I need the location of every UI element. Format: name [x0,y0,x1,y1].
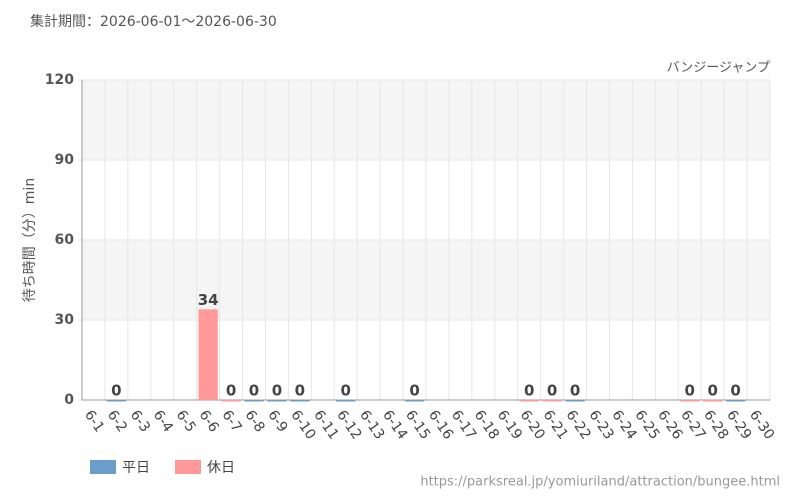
x-tick-label: 6-26 [654,407,685,442]
y-axis-label: 待ち時間（分）min [22,178,38,302]
bar [565,400,585,402]
x-tick-label: 6-9 [264,407,290,435]
bar [542,400,562,402]
x-tick-label: 6-8 [241,407,267,435]
bar [336,400,356,402]
bar [221,400,241,402]
data-label: 0 [685,382,695,400]
bar [267,400,287,402]
x-tick-label: 6-13 [356,407,387,442]
bar [703,400,723,402]
data-label: 0 [341,382,351,400]
data-label: 0 [547,382,557,400]
y-tick-label: 0 [64,392,74,408]
x-tick-label: 6-5 [173,407,199,435]
x-tick-label: 6-24 [608,407,639,442]
bar [290,400,310,402]
x-tick-label: 6-15 [402,407,433,442]
x-tick-label: 6-16 [425,407,456,442]
x-tick-label: 6-14 [379,407,410,442]
data-label: 0 [226,382,236,400]
chart-subtitle: バンジージャンプ [667,61,770,76]
legend-label: 平日 [122,460,150,476]
x-tick-label: 6-22 [563,407,594,442]
x-tick-label: 6-11 [310,407,341,442]
chart-title: 集計期間：2026-06-01～2026-06-30 [30,13,277,30]
legend-swatch [90,460,116,474]
bar [725,400,746,402]
x-tick-label: 6-18 [471,407,502,442]
x-tick-label: 6-1 [81,407,107,435]
data-label: 0 [730,382,740,400]
x-tick-label: 6-19 [494,407,525,442]
legend-label: 休日 [207,460,235,476]
bar [404,400,425,402]
x-tick-label: 6-23 [585,407,616,442]
x-tick-label: 6-3 [127,407,153,435]
bar [106,400,127,402]
data-label: 0 [272,382,282,400]
x-tick-label: 6-4 [150,407,176,435]
bar [198,309,218,400]
data-label: 0 [570,382,580,400]
x-tick-label: 6-21 [540,407,571,442]
legend-swatch [175,460,201,474]
x-tick-label: 6-7 [219,407,245,435]
y-tick-label: 60 [55,232,75,248]
data-label: 0 [295,382,305,400]
x-tick-label: 6-6 [196,407,222,435]
x-tick-label: 6-29 [723,407,754,442]
x-tick-label: 6-17 [448,407,479,442]
x-tick-label: 6-27 [677,407,708,442]
x-tick-label: 6-25 [631,407,662,442]
y-tick-label: 90 [55,152,75,168]
bar [244,400,264,402]
x-tick-label: 6-30 [746,407,777,442]
source-url: https://parksreal.jp/yomiuriland/attract… [420,475,780,490]
data-label: 0 [707,382,717,400]
bar [519,400,539,402]
x-tick-label: 6-2 [104,407,130,435]
x-tick-label: 6-12 [333,407,364,442]
data-label: 34 [198,291,219,309]
y-tick-label: 120 [45,72,74,88]
data-label: 0 [111,382,121,400]
data-label: 0 [249,382,259,400]
x-tick-label: 6-10 [287,407,318,442]
bar [680,400,700,402]
data-label: 0 [524,382,534,400]
x-tick-label: 6-20 [517,407,548,442]
x-tick-label: 6-28 [700,407,731,442]
y-tick-label: 30 [55,312,75,328]
data-label: 0 [409,382,419,400]
